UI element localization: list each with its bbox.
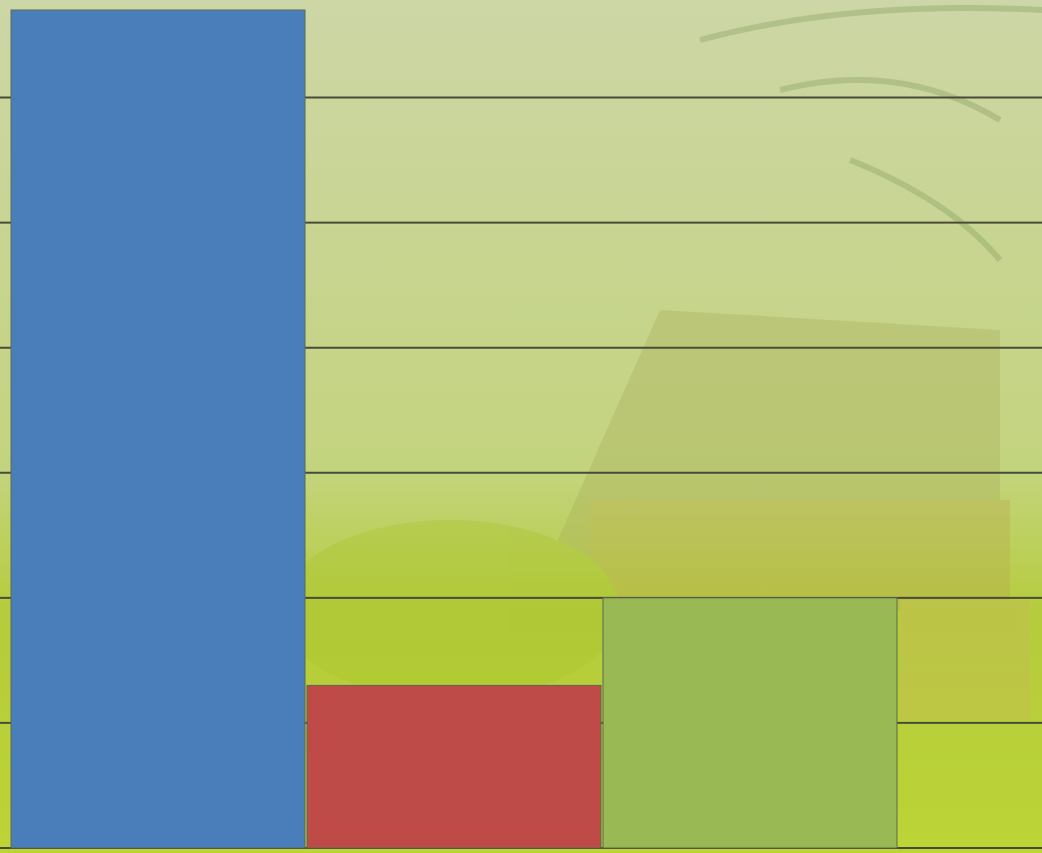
bar — [10, 9, 306, 849]
background-illustration — [280, 5, 1042, 720]
bars — [10, 9, 898, 849]
bar — [602, 597, 898, 849]
bar — [306, 684, 602, 849]
